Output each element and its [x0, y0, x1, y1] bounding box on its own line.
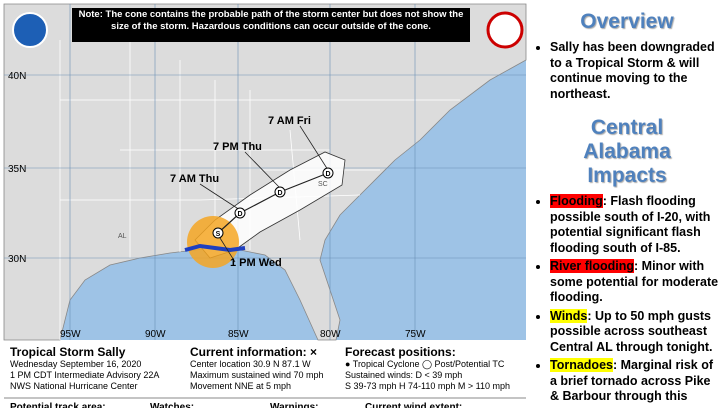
state-label: AL [118, 233, 127, 240]
forecast-point [212, 227, 224, 239]
impact-term: River flooding [550, 259, 635, 273]
impact-text: : Up to 50 mph gusts possible across sou… [550, 308, 713, 354]
label-leaders [199, 125, 329, 263]
storm-title: Tropical Storm Sally [10, 345, 126, 359]
hurricane-map: Note: The cone contains the probable pat… [3, 3, 527, 408]
current-line: Maximum sustained wind 70 mph [190, 370, 324, 380]
legend-heading: Warnings: [270, 402, 319, 408]
wind-extent [187, 216, 239, 268]
impacts-heading: Central Alabama Impacts [583, 116, 671, 187]
forecast-line: Sustained winds: D < 39 mph [345, 370, 462, 380]
time-label: 1 PM Wed [230, 257, 282, 269]
current-heading: Current information: × [190, 345, 317, 359]
text-panel: Overview Sally has been downgraded to a … [532, 0, 722, 408]
warning-coast [184, 243, 246, 253]
impacts-list: Flooding: Flash flooding possible south … [532, 194, 722, 405]
forecast-point [322, 167, 334, 179]
note: Note: The cone contains the probable pat… [78, 9, 464, 32]
nws-logo [486, 11, 524, 49]
lat-label: 40N [8, 71, 26, 82]
forecast-point [274, 186, 286, 198]
time-label: 7 PM Thu [213, 141, 262, 153]
lat-label: 35N [8, 164, 26, 175]
time-label: 7 AM Thu [170, 173, 219, 185]
forecast-line: S 39-73 mph H 74-110 mph M > 110 mph [345, 381, 510, 391]
note-box [72, 8, 470, 42]
legend-heading: Watches: [150, 402, 194, 408]
impact-text: : Flash flooding possible south of I-20,… [550, 194, 711, 255]
legend-heading: Potential track area: [10, 402, 106, 408]
info-line: 1 PM CDT Intermediate Advisory 22A [10, 370, 159, 380]
forecast-line: ● Tropical Cyclone ◯ Post/Potential TC [345, 359, 505, 370]
info-panel [4, 343, 526, 408]
impact-bullet: Flooding: Flash flooding possible south … [550, 194, 722, 256]
info-line: NWS National Hurricane Center [10, 381, 138, 391]
marker-letter: S [216, 231, 221, 238]
current-line: Center location 30.9 N 87.1 W [190, 359, 311, 369]
lon-label: 75W [405, 329, 426, 340]
overview-bullet: Sally has been downgraded to a Tropical … [550, 40, 722, 102]
lon-label: 95W [60, 329, 81, 340]
forecast-heading: Forecast positions: [345, 345, 456, 359]
impact-text: : Marginal risk of a brief tornado acros… [550, 358, 714, 403]
overview-heading: Overview [580, 10, 674, 33]
impact-bullet: River flooding: Minor with some potentia… [550, 259, 722, 306]
impact-text: : Minor with some potential for moderate… [550, 259, 719, 304]
impact-term: Flooding [550, 194, 603, 208]
legend-heading: Current wind extent: [365, 402, 462, 408]
lon-label: 80W [320, 329, 341, 340]
overview-list: Sally has been downgraded to a Tropical … [532, 40, 722, 102]
forecast-point [234, 207, 246, 219]
info-line: Wednesday September 16, 2020 [10, 359, 141, 369]
track-line [217, 172, 329, 234]
impact-bullet: Tornadoes: Marginal risk of a brief torn… [550, 358, 722, 405]
marker-letter: D [325, 171, 330, 178]
grid [4, 4, 526, 340]
marker-letter: D [277, 190, 282, 197]
impact-term: Tornadoes [550, 358, 613, 372]
impact-term: Winds [550, 308, 588, 323]
lat-label: 30N [8, 254, 26, 265]
time-label: 7 AM Fri [268, 115, 311, 127]
current-line: Movement NNE at 5 mph [190, 381, 291, 391]
lon-label: 85W [228, 329, 249, 340]
lon-label: 90W [145, 329, 166, 340]
state-label: SC [318, 181, 328, 188]
marker-letter: D [237, 211, 242, 218]
noaa-logo [12, 12, 48, 48]
impact-bullet: Winds: Up to 50 mph gusts possible acros… [550, 308, 722, 356]
